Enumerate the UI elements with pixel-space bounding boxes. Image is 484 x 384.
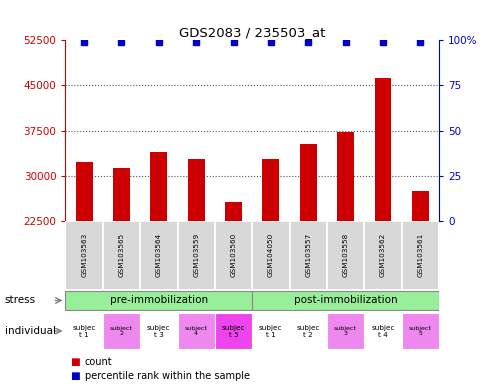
Text: subject
3: subject 3	[333, 326, 356, 336]
Text: subjec
t 5: subjec t 5	[221, 324, 245, 338]
Bar	[177, 221, 214, 290]
Text: subjec
t 3: subjec t 3	[147, 324, 170, 338]
Text: GSM103565: GSM103565	[118, 233, 124, 278]
Bar	[411, 191, 428, 356]
Bar	[187, 159, 204, 356]
Text: count: count	[85, 357, 112, 367]
Bar	[65, 291, 252, 310]
Bar	[103, 313, 140, 349]
Text: subject
4: subject 4	[184, 326, 207, 336]
Bar	[225, 202, 242, 356]
Text: GSM104050: GSM104050	[267, 233, 273, 278]
Text: ■: ■	[70, 357, 80, 367]
Text: GSM103560: GSM103560	[230, 233, 236, 278]
Bar	[289, 313, 326, 349]
Bar	[65, 313, 103, 349]
Text: post-immobilization: post-immobilization	[293, 295, 396, 306]
Text: subjec
t 4: subjec t 4	[370, 324, 394, 338]
Bar	[289, 221, 326, 290]
Bar	[336, 132, 353, 356]
Bar	[140, 221, 177, 290]
Text: percentile rank within the sample: percentile rank within the sample	[85, 371, 249, 381]
Text: individual: individual	[5, 326, 56, 336]
Text: GSM103564: GSM103564	[155, 233, 162, 278]
Bar	[401, 221, 438, 290]
Bar	[103, 221, 140, 290]
Text: subject
2: subject 2	[110, 326, 133, 336]
Bar	[150, 152, 167, 356]
Text: GSM103562: GSM103562	[379, 233, 385, 278]
Text: stress: stress	[5, 295, 36, 306]
Bar	[363, 313, 401, 349]
Bar	[262, 159, 279, 356]
Bar	[252, 221, 289, 290]
Text: subjec
t 2: subjec t 2	[296, 324, 319, 338]
Text: subject
5: subject 5	[408, 326, 431, 336]
Text: GSM103563: GSM103563	[81, 233, 87, 278]
Text: ■: ■	[70, 371, 80, 381]
Bar	[374, 78, 391, 356]
Title: GDS2083 / 235503_at: GDS2083 / 235503_at	[179, 26, 325, 39]
Bar	[363, 221, 401, 290]
Bar	[140, 313, 177, 349]
Bar	[326, 221, 363, 290]
Text: subjec
t 1: subjec t 1	[72, 324, 96, 338]
Text: subjec
t 1: subjec t 1	[258, 324, 282, 338]
Bar	[214, 221, 252, 290]
Bar	[214, 313, 252, 349]
Bar	[326, 313, 363, 349]
Text: pre-immobilization: pre-immobilization	[109, 295, 208, 306]
Bar	[299, 144, 316, 356]
Text: GSM103557: GSM103557	[304, 233, 311, 278]
Bar	[401, 313, 438, 349]
Text: GSM103561: GSM103561	[416, 233, 423, 278]
Text: GSM103559: GSM103559	[193, 233, 199, 278]
Bar	[252, 313, 289, 349]
Text: GSM103558: GSM103558	[342, 233, 348, 278]
Bar	[76, 162, 92, 356]
Bar	[252, 291, 438, 310]
Bar	[113, 169, 130, 356]
Bar	[65, 221, 103, 290]
Bar	[177, 313, 214, 349]
